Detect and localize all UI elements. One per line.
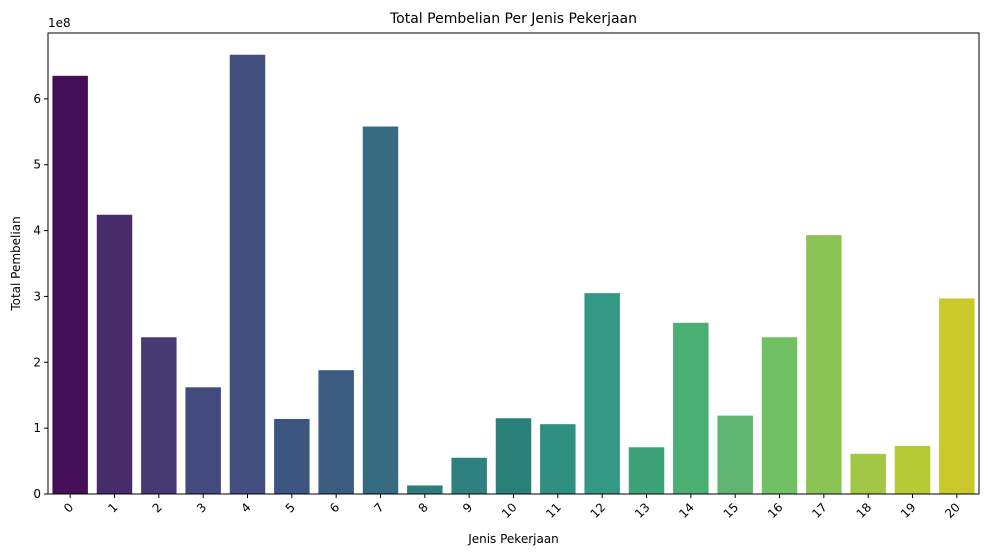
y-tick-label: 1	[33, 421, 41, 435]
bar-20	[939, 298, 975, 494]
y-tick-label: 5	[33, 158, 41, 172]
y-tick-label: 4	[33, 224, 41, 238]
x-tick-label: 17	[809, 500, 830, 521]
x-tick-label: 16	[765, 500, 786, 521]
x-tick-label: 14	[676, 500, 697, 521]
y-axis-label: Total Pembelian	[9, 216, 23, 311]
bar-15	[717, 415, 753, 494]
bar-1	[96, 214, 133, 494]
chart-title: Total Pembelian Per Jenis Pekerjaan	[389, 11, 637, 27]
x-tick-label: 13	[632, 500, 653, 521]
x-tick-label: 7	[371, 500, 386, 515]
bars-group	[52, 54, 975, 495]
plot-frame	[47, 32, 980, 495]
x-tick-label: 0	[61, 500, 76, 515]
bar-14	[673, 322, 709, 494]
x-tick-label: 10	[499, 500, 520, 521]
bar-4	[229, 54, 266, 495]
y-tick-label: 3	[33, 289, 41, 303]
bar-7	[362, 126, 399, 494]
bar-0	[52, 75, 88, 495]
x-tick-label: 9	[460, 500, 475, 515]
bar-11	[540, 424, 576, 494]
x-tick-label: 4	[238, 500, 253, 515]
bar-10	[495, 418, 532, 494]
x-tick-label: 11	[543, 500, 564, 521]
y-axis-multiplier: 1e8	[48, 16, 71, 30]
x-tick-label: 5	[283, 500, 298, 515]
x-tick-label: 3	[194, 500, 209, 515]
y-tick-label: 0	[33, 487, 41, 501]
bar-2	[141, 337, 177, 494]
y-axis-ticks: 0 1 2 3 4 5 6	[33, 92, 48, 501]
bar-6	[318, 370, 354, 494]
bar-13	[628, 447, 665, 494]
bar-19	[894, 445, 931, 494]
bar-8	[407, 485, 443, 494]
bar-16	[761, 337, 798, 494]
bar-18	[850, 453, 886, 494]
x-tick-label: 2	[150, 500, 165, 515]
bar-12	[584, 293, 620, 494]
y-tick-label: 2	[33, 355, 41, 369]
bar-3	[185, 387, 221, 494]
x-tick-label: 18	[854, 500, 875, 521]
x-tick-label: 19	[898, 500, 919, 521]
x-axis-ticks: 0 1 2 3 4 5 6 7 8 9 10 11 12 13 14 15 16 17 18 19 20	[61, 494, 963, 521]
bar-9	[451, 457, 487, 494]
x-tick-label: 1	[105, 500, 120, 515]
x-tick-label: 8	[416, 500, 431, 515]
x-tick-label: 6	[327, 500, 342, 515]
x-axis-label: Jenis Pekerjaan	[467, 532, 559, 546]
y-tick-label: 6	[33, 92, 41, 106]
x-tick-label: 12	[588, 500, 609, 521]
x-tick-label: 15	[721, 500, 742, 521]
x-tick-label: 20	[942, 500, 963, 521]
bar-17	[806, 235, 842, 494]
bar-5	[274, 418, 310, 494]
